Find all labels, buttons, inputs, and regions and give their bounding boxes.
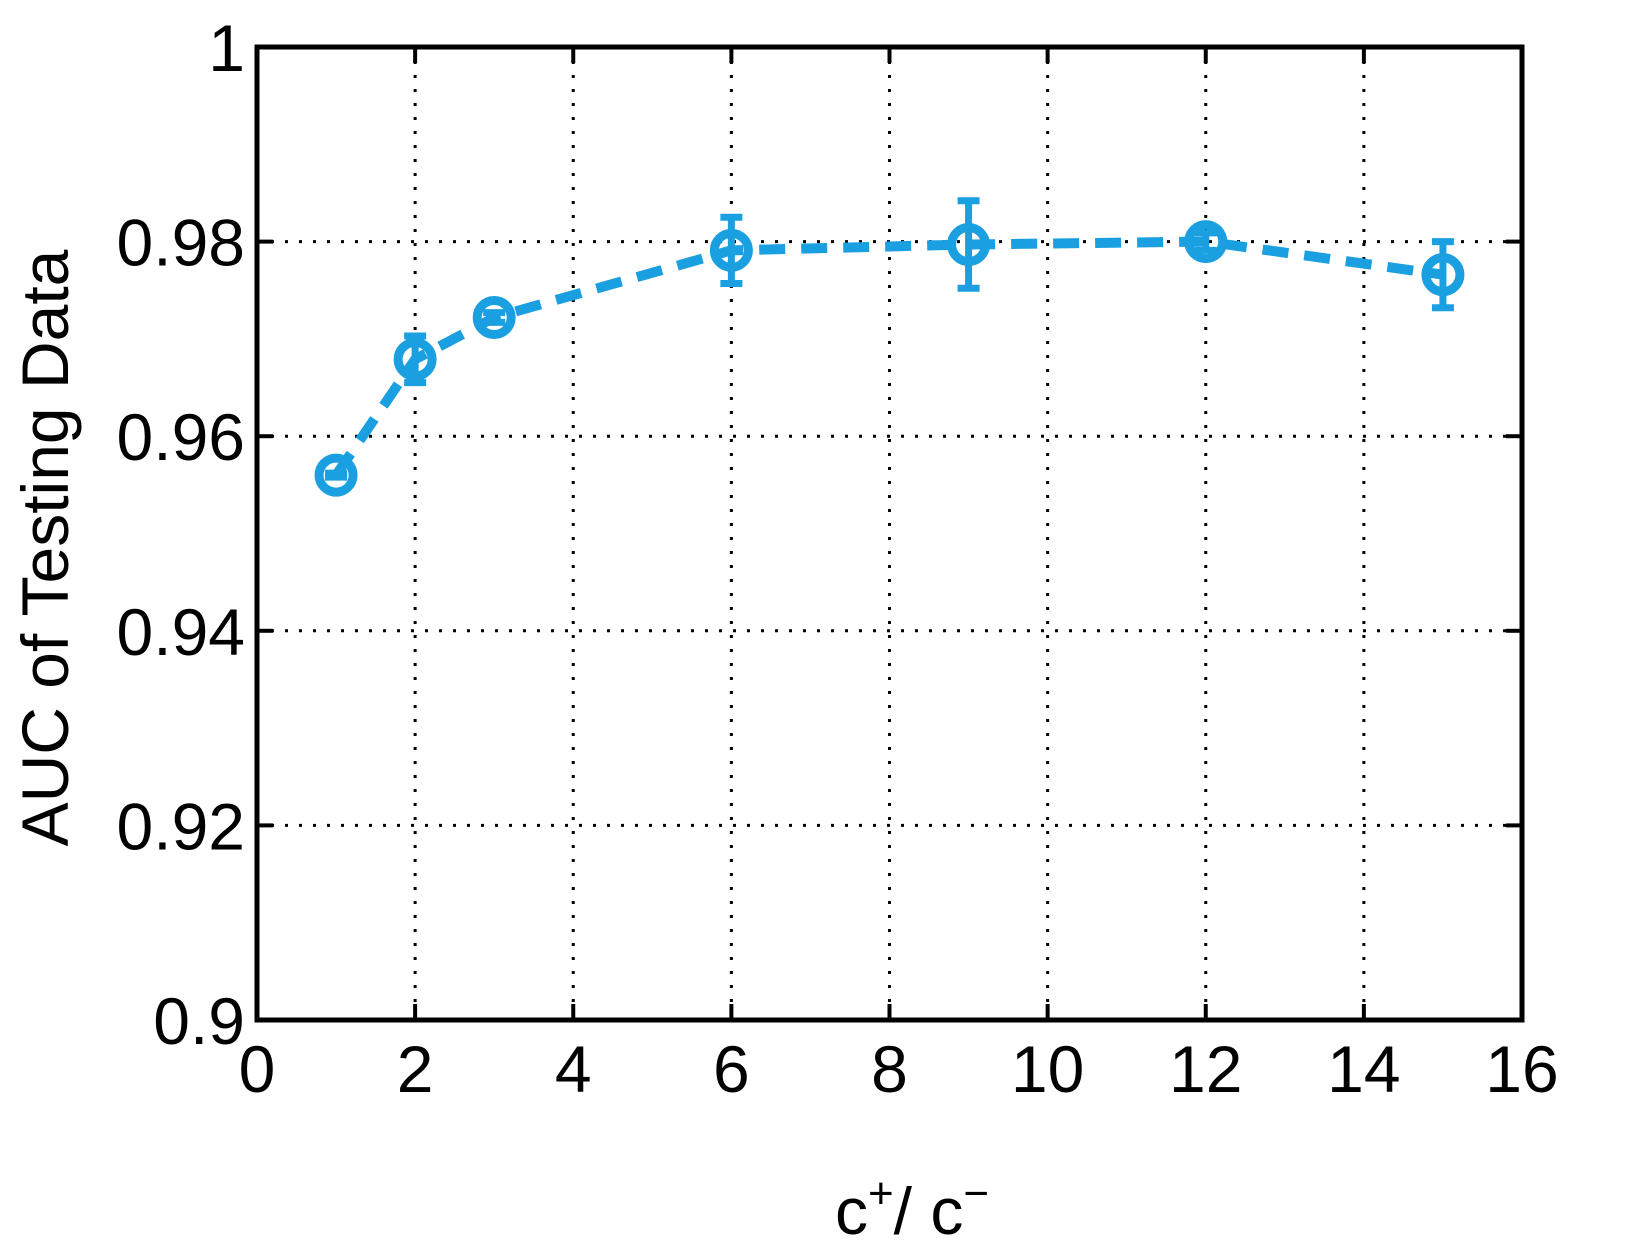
data-point-marker xyxy=(947,223,991,267)
x-axis-title-denominator-sup: − xyxy=(963,1169,989,1218)
x-tick-label: 12 xyxy=(1169,1032,1242,1106)
x-tick-label: 0 xyxy=(239,1032,276,1106)
data-point-marker xyxy=(393,337,437,381)
data-point-marker xyxy=(1184,220,1228,264)
x-tick-label: 2 xyxy=(397,1032,434,1106)
x-tick-label: 6 xyxy=(713,1032,750,1106)
data-series xyxy=(314,197,1465,497)
data-point-marker xyxy=(709,228,753,272)
x-axis-title-separator: / xyxy=(894,1174,931,1247)
x-axis-title: c+/ c− xyxy=(835,1169,989,1247)
x-axis-title-denominator: c xyxy=(930,1174,963,1247)
y-tick-label: 0.92 xyxy=(117,789,245,863)
y-tick-label: 0.94 xyxy=(117,595,245,669)
x-tick-label: 10 xyxy=(1011,1032,1084,1106)
plot-frame xyxy=(254,44,1525,1023)
y-tick-label: 0.96 xyxy=(117,400,245,474)
x-tick-label: 16 xyxy=(1485,1032,1558,1106)
y-tick-label: 1 xyxy=(208,11,245,85)
y-tick-label: 0.9 xyxy=(153,984,245,1058)
x-tick-labels: 0 2 4 6 8 10 12 14 16 xyxy=(239,1032,1559,1106)
x-tick-label: 4 xyxy=(555,1032,592,1106)
x-tick-label: 8 xyxy=(871,1032,908,1106)
data-point-marker xyxy=(472,295,516,339)
data-point-marker xyxy=(1421,253,1465,297)
y-axis-title: AUC of Testing Data xyxy=(8,249,82,846)
y-tick-label: 0.98 xyxy=(117,206,245,280)
x-axis-title-numerator: c xyxy=(835,1174,868,1247)
x-tick-label: 14 xyxy=(1327,1032,1400,1106)
y-tick-labels: 0.9 0.92 0.94 0.96 0.98 1 xyxy=(117,11,245,1058)
x-axis-title-numerator-sup: + xyxy=(868,1169,894,1218)
data-point-marker xyxy=(314,453,358,497)
